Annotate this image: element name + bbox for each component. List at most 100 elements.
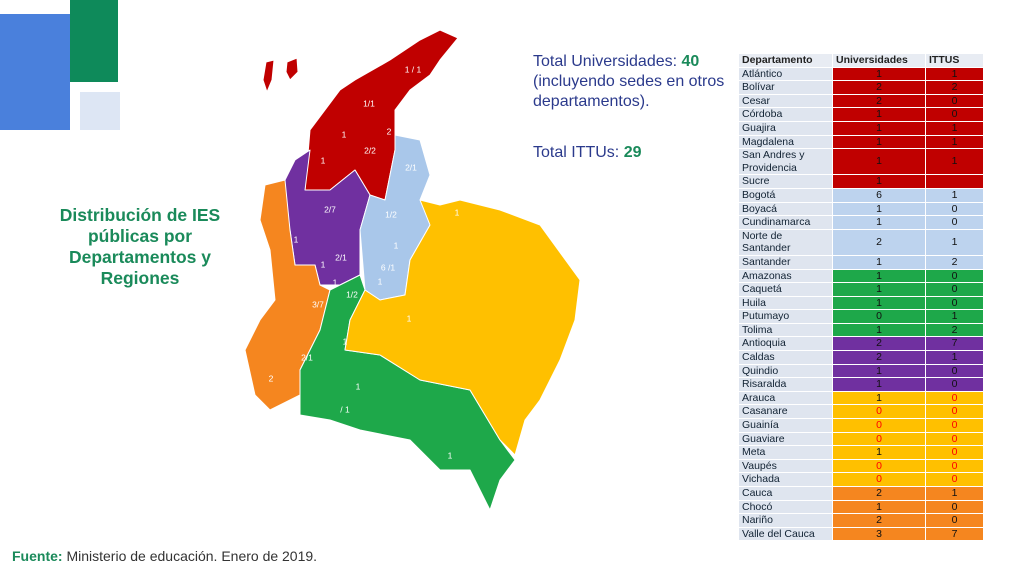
department: Tolima xyxy=(738,322,833,338)
count: 0 xyxy=(832,309,926,324)
map-label: 2 xyxy=(387,126,392,136)
table-row: Amazonas 1 0 xyxy=(738,268,984,284)
decor xyxy=(0,14,70,130)
count: 1 xyxy=(832,254,926,270)
count: 0 xyxy=(925,404,984,420)
table-row: Guainía 0 0 xyxy=(738,418,984,433)
decor xyxy=(80,92,120,130)
count: 1 xyxy=(925,66,984,82)
table-row: Guajira 1 1 xyxy=(738,120,984,136)
department: Caldas xyxy=(738,350,833,365)
department: Sucre xyxy=(738,174,833,189)
map-label: 1 xyxy=(321,155,326,165)
table-row: Putumayo 0 1 xyxy=(738,309,984,324)
text: Ministerio de educación. Enero de 2019. xyxy=(66,548,318,564)
count: 2 xyxy=(925,80,984,95)
count: 0 xyxy=(925,472,984,487)
map-label: 1 xyxy=(394,240,399,250)
department: Amazonas xyxy=(738,268,833,284)
department: Guajira xyxy=(738,120,833,136)
count: 1 xyxy=(832,201,926,217)
department: Guainía xyxy=(738,418,833,433)
map-label: 2 xyxy=(269,373,274,383)
count: 0 xyxy=(832,418,926,433)
label: Total ITTUs: xyxy=(533,144,620,161)
map-label: 1 xyxy=(321,259,326,269)
map-label: 1 xyxy=(342,129,347,139)
department: Santander xyxy=(738,254,833,270)
count: 2 xyxy=(832,93,926,109)
map-label: / 1 xyxy=(340,404,350,414)
department: Guaviare xyxy=(738,431,833,447)
table-row: Norte de Santander 2 1 xyxy=(738,228,984,256)
value: 29 xyxy=(623,144,642,161)
count: 2 xyxy=(832,336,926,352)
table-row: Bolívar 2 2 xyxy=(738,80,984,95)
department: Norte de Santander xyxy=(738,228,833,256)
map-label: 3/7 xyxy=(312,299,324,309)
count: 0 xyxy=(925,377,984,392)
map-label: 1 / 1 xyxy=(405,64,422,74)
department: Caquetá xyxy=(738,282,833,297)
count: 1 xyxy=(925,486,984,501)
count: 1 xyxy=(832,445,926,460)
count: 2 xyxy=(832,228,926,256)
note: (incluyendo sedes en otros departamentos… xyxy=(533,73,725,110)
map-label: 2/1 xyxy=(301,352,313,362)
total-universities: Total Universidades: 40 (incluyendo sede… xyxy=(533,52,733,112)
department: Putumayo xyxy=(738,309,833,324)
count: 0 xyxy=(925,431,984,447)
table-row: Atlántico 1 1 xyxy=(738,66,984,82)
map-label: 2/7 xyxy=(324,204,336,214)
table-row: Bogotá 6 1 xyxy=(738,187,984,203)
count: 1 xyxy=(832,268,926,284)
table-row: Vichada 0 0 xyxy=(738,472,984,487)
table-row: Risaralda 1 0 xyxy=(738,377,984,392)
department: Valle del Cauca xyxy=(738,526,833,542)
map-label: 1/2 xyxy=(346,289,358,299)
map-label: 2/1 xyxy=(405,162,417,172)
region-caribe xyxy=(304,29,459,201)
header: Departamento xyxy=(738,53,833,68)
table-row: Tolima 1 2 xyxy=(738,322,984,338)
department: Vichada xyxy=(738,472,833,487)
table-row: Cundinamarca 1 0 xyxy=(738,215,984,230)
map-label: 1/2 xyxy=(385,209,397,219)
table-row: Quindio 1 0 xyxy=(738,363,984,379)
table-row: Magdalena 1 1 xyxy=(738,134,984,150)
count xyxy=(925,174,984,189)
count: 1 xyxy=(832,295,926,311)
count: 2 xyxy=(832,80,926,95)
header: Universidades xyxy=(832,53,926,68)
department: Bogotá xyxy=(738,187,833,203)
table-row: Arauca 1 0 xyxy=(738,390,984,406)
map-label: 1 xyxy=(294,234,299,244)
map-label: 1 xyxy=(378,276,383,286)
map-label: 6 /1 xyxy=(381,262,395,272)
department: Chocó xyxy=(738,499,833,515)
department: Magdalena xyxy=(738,134,833,150)
table-row: Vaupés 0 0 xyxy=(738,458,984,474)
decor xyxy=(70,0,118,82)
region-orinoquia xyxy=(344,199,581,456)
header-row: Departamento Universidades ITTUS xyxy=(738,53,984,68)
count: 1 xyxy=(832,174,926,189)
title: Distribución de IES públicas por Departa… xyxy=(59,205,221,288)
count: 0 xyxy=(925,499,984,515)
table-row: Chocó 1 0 xyxy=(738,499,984,515)
map-label: 1/1 xyxy=(363,98,375,108)
count: 1 xyxy=(925,148,984,176)
department: Cesar xyxy=(738,93,833,109)
department: Atlántico xyxy=(738,66,833,82)
count: 0 xyxy=(925,295,984,311)
department: Boyacá xyxy=(738,201,833,217)
count: 1 xyxy=(925,187,984,203)
count: 6 xyxy=(832,187,926,203)
department: Nariño xyxy=(738,513,833,528)
table-row: Sucre 1 xyxy=(738,174,984,189)
table-row: Guaviare 0 0 xyxy=(738,431,984,447)
count: 1 xyxy=(832,107,926,122)
table-row: Antioquia 2 7 xyxy=(738,336,984,352)
count: 1 xyxy=(832,66,926,82)
header: ITTUS xyxy=(925,53,984,68)
